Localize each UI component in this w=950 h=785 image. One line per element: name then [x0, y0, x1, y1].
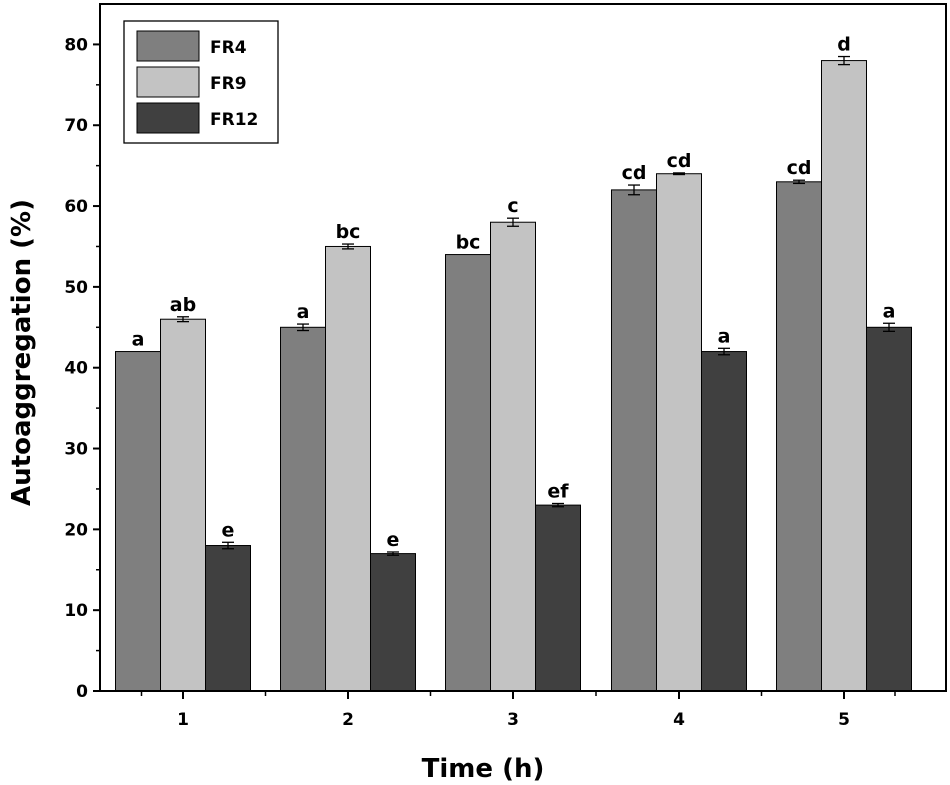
legend: FR4 FR9 FR12	[123, 20, 279, 144]
y-tick-label: 20	[64, 520, 88, 540]
significance-letter-fr9-5: d	[837, 34, 851, 56]
y-axis: 0 10 20 30 40 50 60 70 80	[64, 35, 100, 702]
y-tick-label: 80	[64, 35, 88, 55]
significance-letter-fr9-1: ab	[170, 294, 196, 316]
significance-letter-fr9-3: c	[507, 195, 518, 217]
bar-fr4-4	[611, 189, 657, 692]
bar-fr9-5	[821, 60, 867, 692]
significance-letter-fr4-5: cd	[787, 157, 812, 179]
bar-fr4-1	[115, 351, 161, 692]
y-tick-label: 10	[64, 601, 88, 621]
significance-letter-fr4-3: bc	[456, 232, 481, 254]
error-bars-layer	[177, 55, 895, 556]
bars-layer	[115, 60, 912, 692]
significance-letter-fr4-1: a	[132, 329, 145, 351]
significance-letter-fr12-2: e	[387, 529, 400, 551]
bar-fr9-3	[490, 221, 536, 692]
y-tick-label: 30	[64, 440, 88, 460]
error-bar-fr9-1	[177, 316, 189, 323]
x-tick-label: 5	[838, 710, 850, 730]
error-bar-fr4-5	[793, 179, 805, 185]
error-bar-fr9-2	[342, 243, 354, 250]
bar-fr4-3	[445, 254, 491, 692]
y-axis-title: Autoaggregation (%)	[7, 199, 37, 506]
significance-letter-fr12-3: ef	[547, 480, 569, 502]
error-bar-fr4-4	[628, 184, 640, 196]
legend-label-fr9: FR9	[210, 74, 247, 94]
bar-fr9-2	[325, 245, 371, 692]
bar-fr4-2	[280, 326, 326, 692]
x-tick-label: 1	[177, 710, 189, 730]
x-axis: 1 2 3 4 5	[140, 691, 896, 730]
error-bar-fr12-1	[222, 541, 234, 550]
error-bar-fr12-4	[718, 347, 730, 356]
significance-letter-fr12-1: e	[222, 519, 235, 541]
error-bar-fr9-4	[673, 172, 685, 176]
legend-swatch-fr4	[136, 30, 200, 62]
y-tick-label: 50	[64, 278, 88, 298]
significance-letter-fr4-4: cd	[622, 162, 647, 184]
significance-letter-fr12-4: a	[718, 325, 731, 347]
y-tick-label: 40	[64, 359, 88, 379]
significance-letter-fr9-4: cd	[667, 150, 692, 172]
bar-fr12-5	[866, 326, 912, 692]
error-bar-fr12-3	[552, 502, 564, 508]
y-tick-label: 0	[76, 682, 88, 702]
significance-letter-fr12-5: a	[883, 300, 896, 322]
y-tick-label: 70	[64, 116, 88, 136]
bar-fr12-4	[701, 351, 747, 692]
bar-fr12-2	[370, 553, 416, 692]
legend-swatch-fr12	[136, 102, 200, 134]
bar-fr9-1	[160, 318, 206, 692]
x-tick-label: 4	[673, 710, 685, 730]
x-tick-label: 2	[342, 710, 354, 730]
bar-fr12-1	[205, 545, 251, 692]
legend-label-fr4: FR4	[210, 38, 247, 58]
significance-letter-fr4-2: a	[297, 301, 310, 323]
legend-label-fr12: FR12	[210, 110, 258, 130]
error-bar-fr9-3	[507, 217, 519, 227]
x-tick-label: 3	[507, 710, 519, 730]
error-bar-fr4-2	[297, 323, 309, 332]
bar-fr12-3	[535, 504, 581, 692]
legend-swatch-fr9	[136, 66, 200, 98]
y-tick-label: 60	[64, 197, 88, 217]
error-bar-fr9-5	[838, 55, 850, 66]
significance-letter-fr9-2: bc	[336, 221, 361, 243]
bar-fr9-4	[656, 173, 702, 692]
error-bar-fr12-5	[883, 322, 895, 332]
error-bar-fr12-2	[387, 551, 399, 556]
plot-frame	[99, 3, 947, 692]
bar-fr4-5	[776, 181, 822, 692]
x-axis-title: Time (h)	[422, 754, 545, 784]
